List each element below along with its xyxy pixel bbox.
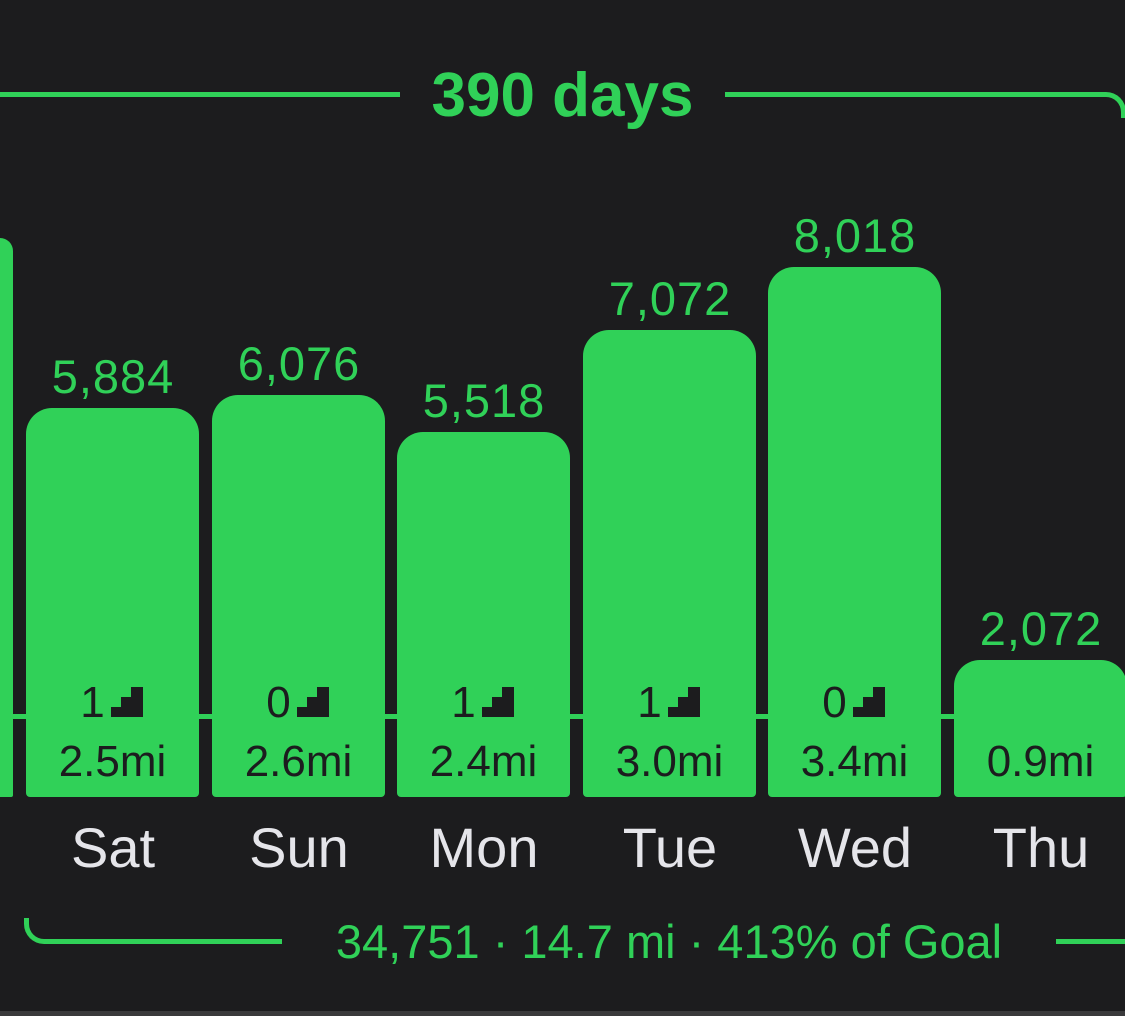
streak-bracket-left [0,92,400,97]
flights-climbed: 0 [768,678,941,728]
bar-wed[interactable]: 0 3.4mi [768,267,941,797]
flights-climbed: 1 [583,678,756,728]
bar-thu[interactable]: 0.9mi [954,660,1125,797]
summary-bracket-left [50,939,282,944]
stairs-icon [480,678,516,728]
previous-day-bar[interactable] [0,238,13,797]
flights-climbed: 1 [26,678,199,728]
flights-count: 1 [80,678,105,727]
streak-label: 390 days [400,58,725,133]
bar-value-label: 7,072 [608,272,732,325]
streak-bracket-right [725,92,1103,97]
stairs-icon [851,678,887,728]
day-label-tue: Tue [622,816,718,879]
stairs-icon [666,678,702,728]
streak-bracket-corner [1100,92,1125,118]
bar-value-label: 5,884 [51,350,175,403]
distance-label: 0.9mi [986,737,1095,786]
day-label-sat: Sat [70,816,156,879]
bar-value-label: 8,018 [793,209,917,262]
day-label-mon: Mon [429,816,539,879]
weekly-summary: 34,751 · 14.7 mi · 413% of Goal [282,910,1056,974]
summary-bracket-right [1056,939,1125,944]
flights-count: 1 [451,678,476,727]
flights-count: 0 [822,678,847,727]
flights-count: 1 [637,678,662,727]
bar-sun[interactable]: 0 2.6mi [212,395,385,797]
distance-label: 3.4mi [800,737,909,786]
distance-label: 3.0mi [615,737,724,786]
bar-value-label: 2,072 [979,602,1103,655]
bar-value-label: 6,076 [237,337,361,390]
stairs-icon [295,678,331,728]
bar-sat[interactable]: 1 2.5mi [26,408,199,797]
distance-label: 2.5mi [58,737,167,786]
distance-label: 2.6mi [244,737,353,786]
divider [0,1011,1125,1016]
summary-bracket-corner [24,918,52,944]
flights-count: 0 [266,678,291,727]
flights-climbed: 0 [212,678,385,728]
day-label-thu: Thu [992,816,1090,879]
bar-tue[interactable]: 1 3.0mi [583,330,756,797]
distance-label: 2.4mi [429,737,538,786]
stairs-icon [109,678,145,728]
day-label-sun: Sun [249,816,349,879]
day-label-wed: Wed [797,816,913,879]
bar-mon[interactable]: 1 2.4mi [397,432,570,797]
flights-climbed: 1 [397,678,570,728]
bar-value-label: 5,518 [422,374,546,427]
